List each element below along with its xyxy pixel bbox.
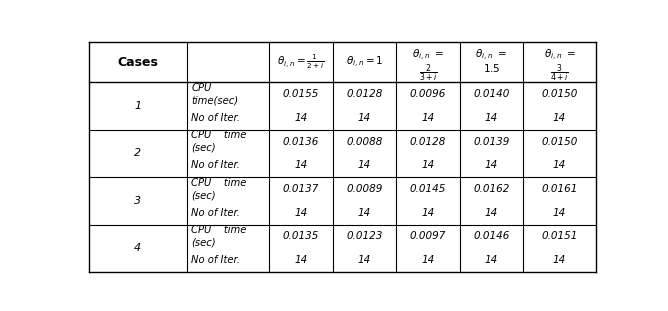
Text: 14: 14	[422, 160, 435, 170]
Text: 0.0137: 0.0137	[283, 184, 319, 194]
Text: CPU    time
(sec): CPU time (sec)	[191, 225, 246, 248]
Text: 14: 14	[358, 113, 371, 123]
Text: 0.0128: 0.0128	[347, 89, 383, 99]
Text: 3: 3	[134, 196, 142, 206]
Text: 2: 2	[134, 148, 142, 159]
Text: $\theta_{i,n} = \frac{1}{2+i}$: $\theta_{i,n} = \frac{1}{2+i}$	[277, 53, 325, 72]
Text: 0.0089: 0.0089	[347, 184, 383, 194]
Text: 0.0140: 0.0140	[473, 89, 510, 99]
Text: CPU
time(sec): CPU time(sec)	[191, 83, 238, 105]
Text: 0.0150: 0.0150	[541, 137, 578, 147]
Text: 0.0151: 0.0151	[541, 231, 578, 241]
Text: No of Iter.: No of Iter.	[191, 160, 240, 170]
Text: 0.0161: 0.0161	[541, 184, 578, 194]
Text: 1: 1	[134, 101, 142, 111]
Text: 14: 14	[295, 255, 308, 265]
Text: 0.0096: 0.0096	[409, 89, 446, 99]
Text: 14: 14	[358, 160, 371, 170]
Text: 0.0097: 0.0097	[409, 231, 446, 241]
Text: 14: 14	[358, 208, 371, 218]
Text: $\theta_{i,n}\ =$: $\theta_{i,n}\ =$	[544, 48, 576, 63]
Text: 4: 4	[134, 243, 142, 253]
Text: $\theta_{i,n}\ =$: $\theta_{i,n}\ =$	[476, 48, 508, 63]
Text: $\theta_{i,n} = 1$: $\theta_{i,n} = 1$	[346, 55, 383, 70]
Text: 14: 14	[485, 208, 498, 218]
Text: 14: 14	[422, 208, 435, 218]
Text: 14: 14	[422, 113, 435, 123]
Text: 14: 14	[485, 113, 498, 123]
Text: CPU    time
(sec): CPU time (sec)	[191, 178, 246, 200]
Text: $\frac{2}{3+i}$: $\frac{2}{3+i}$	[419, 63, 438, 84]
Text: 14: 14	[295, 160, 308, 170]
Text: 14: 14	[295, 113, 308, 123]
Text: 14: 14	[485, 160, 498, 170]
Text: 0.0145: 0.0145	[409, 184, 446, 194]
Text: 0.0088: 0.0088	[347, 137, 383, 147]
Text: 14: 14	[422, 255, 435, 265]
Text: 0.0162: 0.0162	[473, 184, 510, 194]
Text: CPU    time
(sec): CPU time (sec)	[191, 130, 246, 153]
Text: 0.0136: 0.0136	[283, 137, 319, 147]
Text: 14: 14	[295, 208, 308, 218]
Text: No of Iter.: No of Iter.	[191, 208, 240, 218]
Text: 0.0123: 0.0123	[347, 231, 383, 241]
Text: 14: 14	[553, 160, 566, 170]
Text: 0.0146: 0.0146	[473, 231, 510, 241]
Text: No of Iter.: No of Iter.	[191, 255, 240, 265]
Text: $1.5$: $1.5$	[482, 63, 500, 74]
Text: $\theta_{i,n}\ =$: $\theta_{i,n}\ =$	[412, 48, 444, 63]
Text: 0.0139: 0.0139	[473, 137, 510, 147]
Text: 14: 14	[485, 255, 498, 265]
Text: 14: 14	[553, 113, 566, 123]
Text: 0.0150: 0.0150	[541, 89, 578, 99]
Text: 14: 14	[553, 255, 566, 265]
Text: 0.0155: 0.0155	[283, 89, 319, 99]
Text: 0.0135: 0.0135	[283, 231, 319, 241]
Text: 0.0128: 0.0128	[409, 137, 446, 147]
Text: $\frac{3}{4+i}$: $\frac{3}{4+i}$	[550, 63, 569, 84]
Text: No of Iter.: No of Iter.	[191, 113, 240, 123]
Text: Cases: Cases	[118, 56, 158, 69]
Text: 14: 14	[358, 255, 371, 265]
Text: 14: 14	[553, 208, 566, 218]
